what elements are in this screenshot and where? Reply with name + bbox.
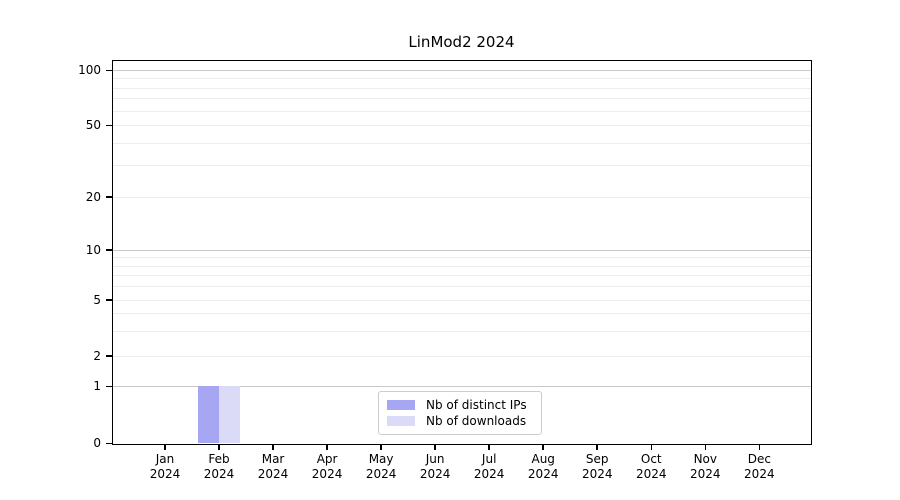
minor-gridline bbox=[112, 87, 811, 89]
major-gridline bbox=[112, 249, 811, 251]
chart-title: LinMod2 2024 bbox=[408, 33, 515, 51]
minor-gridline bbox=[112, 330, 811, 332]
x-tick-label: Mar 2024 bbox=[257, 452, 289, 481]
x-tick-label: Feb 2024 bbox=[203, 452, 235, 481]
minor-gridline bbox=[112, 257, 811, 259]
legend: Nb of distinct IPs Nb of downloads bbox=[378, 390, 542, 435]
minor-gridline bbox=[112, 98, 811, 100]
y-tick-mark bbox=[105, 385, 112, 388]
y-tick-label: 5 bbox=[93, 292, 101, 307]
legend-item-distinct-ips: Nb of distinct IPs bbox=[387, 397, 533, 413]
minor-gridline bbox=[112, 299, 811, 301]
x-tick-label: Sep 2024 bbox=[581, 452, 613, 481]
minor-gridline bbox=[112, 110, 811, 112]
x-tick-label: Oct 2024 bbox=[635, 452, 667, 481]
major-gridline bbox=[112, 386, 811, 388]
x-tick-label: Nov 2024 bbox=[690, 452, 721, 481]
x-tick-label: May 2024 bbox=[365, 452, 397, 481]
minor-gridline bbox=[112, 355, 811, 357]
x-tick-mark bbox=[704, 444, 707, 450]
y-tick-label: 10 bbox=[85, 242, 101, 257]
x-tick-mark bbox=[434, 444, 436, 450]
legend-label-distinct-ips: Nb of distinct IPs bbox=[426, 397, 527, 412]
x-tick-mark bbox=[596, 444, 598, 450]
x-tick-mark bbox=[542, 444, 544, 450]
x-tick-label: Apr 2024 bbox=[311, 452, 343, 481]
bar-nb-of-downloads bbox=[218, 386, 240, 443]
y-tick-label: 1 bbox=[93, 379, 101, 394]
y-tick-mark bbox=[105, 299, 112, 301]
y-tick-mark bbox=[105, 196, 112, 198]
y-tick-mark bbox=[105, 442, 112, 445]
minor-gridline bbox=[112, 286, 811, 288]
x-tick-label: Jul 2024 bbox=[473, 452, 505, 481]
minor-gridline bbox=[112, 125, 811, 127]
x-tick-mark bbox=[164, 444, 166, 450]
minor-gridline bbox=[112, 265, 811, 267]
y-tick-mark bbox=[105, 249, 112, 251]
minor-gridline bbox=[112, 275, 811, 277]
x-tick-mark bbox=[326, 444, 328, 450]
y-tick-label: 20 bbox=[85, 189, 101, 204]
legend-item-downloads: Nb of downloads bbox=[387, 413, 533, 429]
x-tick-label: Dec 2024 bbox=[744, 452, 775, 481]
minor-gridline bbox=[112, 142, 811, 144]
x-tick-mark bbox=[272, 444, 274, 450]
minor-gridline bbox=[112, 196, 811, 198]
legend-swatch-downloads-icon bbox=[387, 415, 415, 426]
minor-gridline bbox=[112, 78, 811, 80]
bar-nb-of-distinct-ips bbox=[197, 386, 219, 443]
minor-gridline bbox=[112, 313, 811, 315]
major-gridline bbox=[112, 69, 811, 71]
minor-gridline bbox=[112, 164, 811, 166]
x-tick-mark bbox=[380, 444, 382, 450]
y-tick-label: 100 bbox=[78, 62, 101, 77]
y-tick-label: 2 bbox=[93, 348, 101, 363]
plot-area bbox=[111, 59, 812, 445]
legend-swatch-distinct-ips-icon bbox=[387, 399, 415, 410]
x-tick-mark bbox=[650, 444, 653, 450]
x-tick-label: Jan 2024 bbox=[149, 452, 181, 481]
y-tick-label: 50 bbox=[85, 118, 101, 133]
legend-label-downloads: Nb of downloads bbox=[426, 413, 527, 428]
y-tick-label: 0 bbox=[93, 435, 101, 450]
x-tick-label: Aug 2024 bbox=[527, 452, 559, 481]
y-tick-mark bbox=[105, 355, 112, 357]
y-tick-mark bbox=[105, 124, 112, 127]
x-tick-mark bbox=[488, 444, 490, 450]
x-tick-mark bbox=[758, 444, 761, 450]
x-tick-mark bbox=[218, 444, 220, 450]
x-tick-label: Jun 2024 bbox=[419, 452, 451, 481]
y-tick-mark bbox=[105, 69, 112, 72]
